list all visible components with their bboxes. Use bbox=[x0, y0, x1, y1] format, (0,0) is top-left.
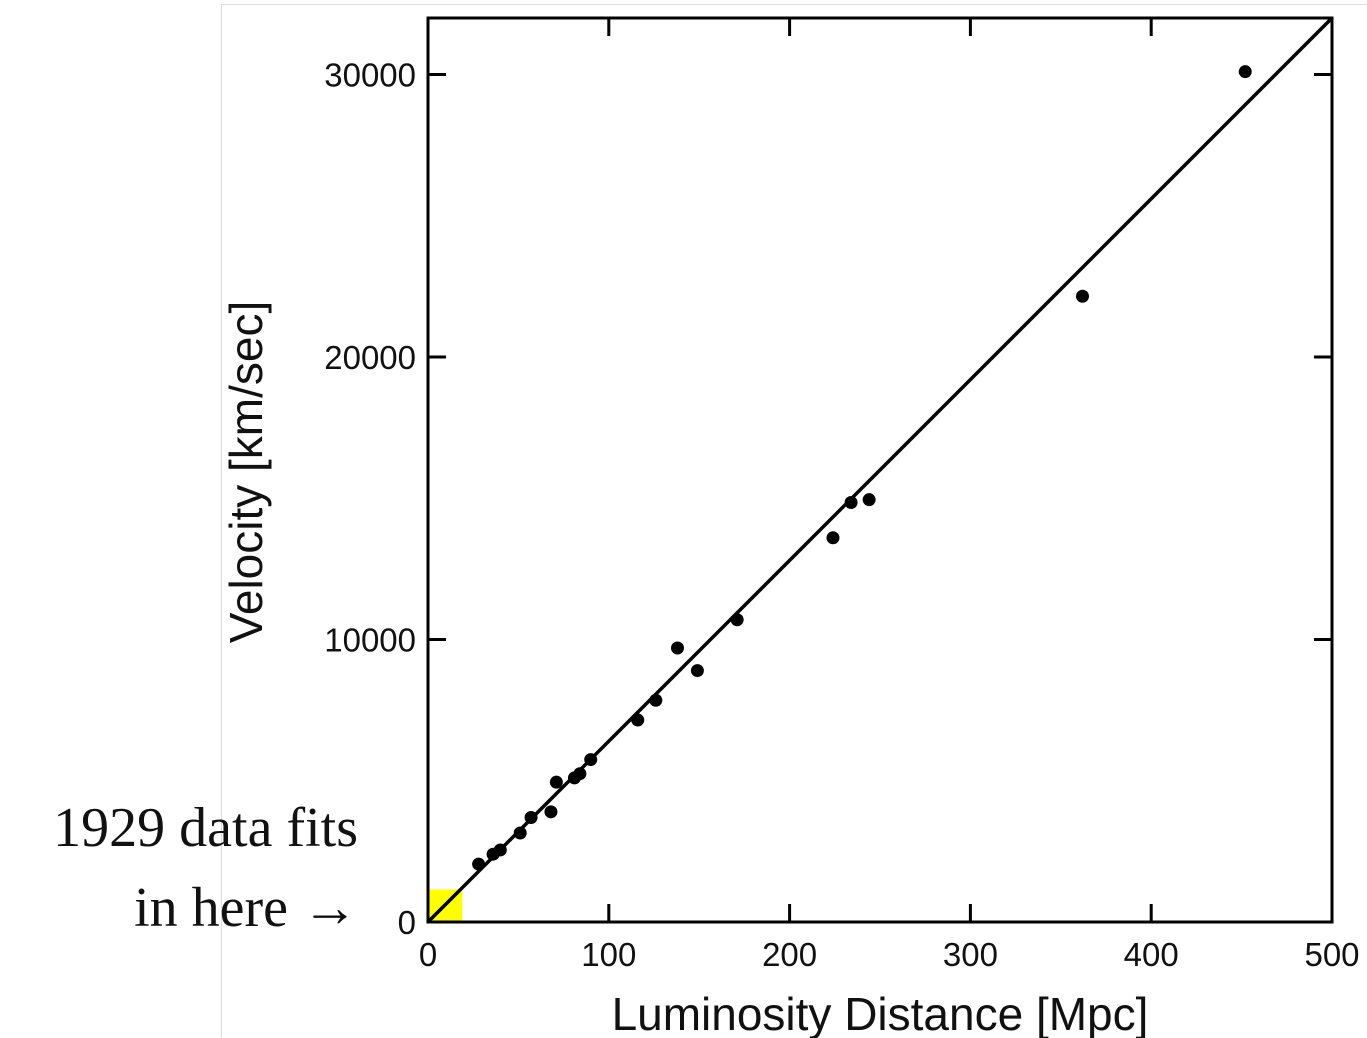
data-point bbox=[1075, 289, 1089, 303]
data-point bbox=[513, 826, 527, 840]
data-point bbox=[649, 693, 663, 707]
data-point bbox=[826, 531, 840, 545]
tick-labels: 0 100 200 300 400 500 0 10000 20000 30000 bbox=[324, 57, 1359, 974]
fit-line bbox=[426, 16, 1334, 924]
x-tick-label: 400 bbox=[1124, 936, 1179, 973]
plot-frame bbox=[426, 16, 1334, 924]
data-point bbox=[472, 857, 486, 871]
data-point bbox=[544, 805, 558, 819]
y-tick-label: 20000 bbox=[324, 339, 416, 376]
x-tick-label: 200 bbox=[762, 936, 817, 973]
y-tick-label: 0 bbox=[398, 904, 416, 941]
x-axis-title: Luminosity Distance [Mpc] bbox=[612, 988, 1149, 1038]
data-point bbox=[584, 753, 598, 767]
data-point bbox=[573, 767, 587, 781]
x-tick-label: 500 bbox=[1304, 936, 1359, 973]
data-point bbox=[690, 664, 704, 678]
data-point bbox=[862, 493, 876, 507]
data-point bbox=[844, 495, 858, 509]
data-point bbox=[1238, 65, 1252, 79]
annotation-line-1: 1929 data fits bbox=[53, 797, 358, 859]
data-point bbox=[671, 641, 685, 655]
x-tick-label: 100 bbox=[581, 936, 636, 973]
y-tick-label: 30000 bbox=[324, 57, 416, 94]
y-tick-label: 10000 bbox=[324, 622, 416, 659]
data-points bbox=[472, 65, 1252, 871]
x-tick-label: 300 bbox=[943, 936, 998, 973]
data-point bbox=[493, 843, 507, 857]
data-point bbox=[730, 613, 744, 627]
x-tick-label: 0 bbox=[419, 936, 437, 973]
annotation-line-2: in here → bbox=[134, 877, 358, 939]
data-point bbox=[524, 810, 538, 824]
data-point bbox=[631, 713, 645, 727]
data-point bbox=[549, 775, 563, 789]
y-axis-title: Velocity [km/sec] bbox=[220, 301, 272, 644]
